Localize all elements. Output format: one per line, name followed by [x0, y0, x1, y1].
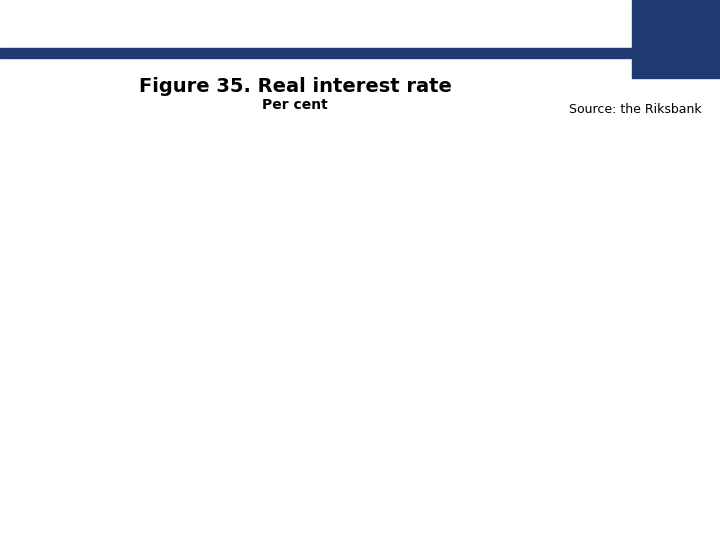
Text: Figure 35. Real interest rate: Figure 35. Real interest rate: [139, 77, 451, 96]
Bar: [0, 48, 720, 58]
Bar: [632, 0, 720, 78]
Text: Source: the Riksbank: Source: the Riksbank: [570, 103, 702, 116]
Text: Per cent: Per cent: [262, 98, 328, 112]
